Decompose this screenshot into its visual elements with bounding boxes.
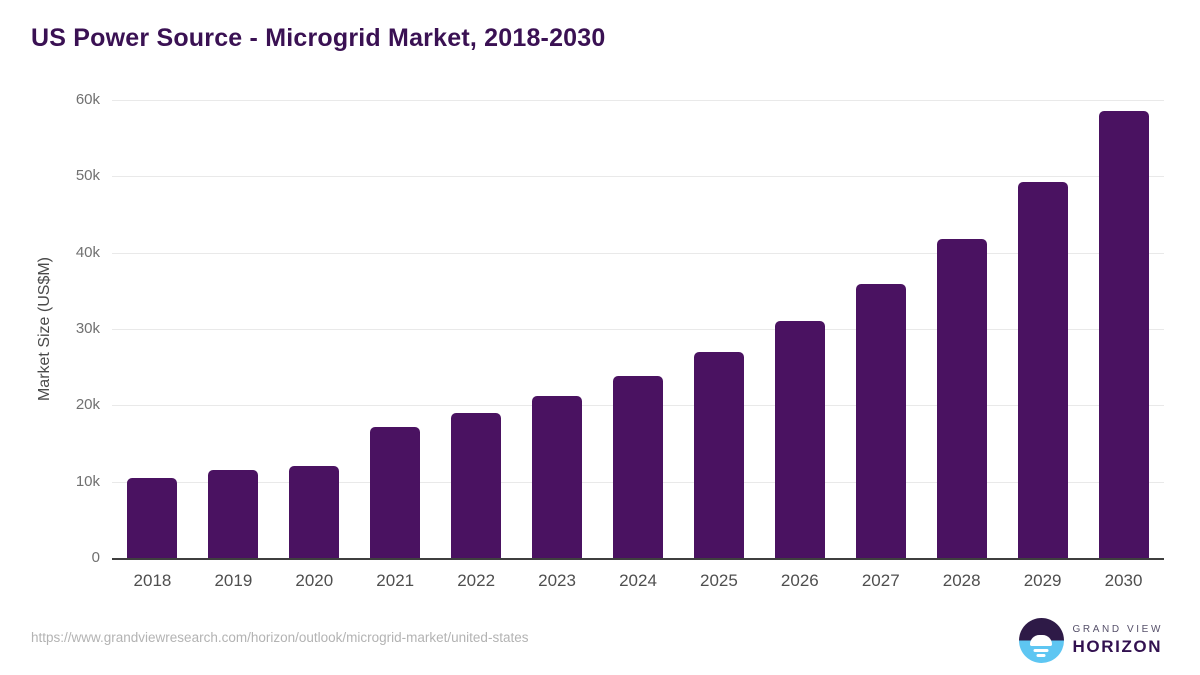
bar-2021	[370, 427, 421, 558]
gridline-60k	[112, 100, 1164, 101]
y-tick-label-40k: 40k	[75, 243, 100, 261]
x-tick-label-2020: 2020	[295, 571, 334, 590]
x-tick-label-2019: 2019	[214, 571, 253, 590]
logo-text-grand-view: GRAND VIEW	[1072, 624, 1163, 635]
brand-logo: GRAND VIEW HORIZON	[1018, 618, 1163, 663]
bar-2022	[451, 412, 502, 558]
source-url: https://www.grandviewresearch.com/horizo…	[31, 630, 529, 645]
bar-2027	[855, 283, 906, 558]
x-tick-label-2021: 2021	[376, 571, 415, 590]
x-tick-label-2026: 2026	[780, 571, 819, 590]
bar-2026	[774, 321, 825, 558]
logo-text-horizon: HORIZON	[1072, 637, 1163, 656]
y-tick-label-30k: 30k	[75, 320, 100, 337]
y-tick-label-10k: 10k	[75, 472, 100, 490]
x-tick-label-2028: 2028	[942, 571, 981, 590]
x-tick-label-2030: 2030	[1104, 571, 1143, 590]
x-tick-label-2018: 2018	[133, 571, 172, 590]
x-tick-label-2024: 2024	[619, 571, 657, 590]
logo-text: GRAND VIEW HORIZON	[1073, 624, 1163, 657]
x-tick-label-2027: 2027	[861, 571, 900, 590]
bar-2023	[532, 396, 583, 558]
sun-reflection-line	[1036, 654, 1046, 657]
x-tick-label-2025: 2025	[700, 571, 738, 590]
x-tick-label-2022: 2022	[457, 571, 496, 590]
y-tick-label-0: 0	[91, 549, 100, 566]
gridline-40k	[112, 252, 1164, 254]
x-tick-label-2023: 2023	[538, 571, 576, 590]
grand-view-horizon-logo-icon	[1018, 618, 1064, 663]
y-tick-label-20k: 20k	[75, 396, 100, 414]
x-tick-label-2029: 2029	[1023, 571, 1062, 590]
y-tick-label-50k: 50k	[75, 167, 100, 185]
bar-2029	[1017, 181, 1068, 558]
plot-area	[112, 100, 1164, 560]
sun-reflection-line	[1033, 648, 1049, 652]
y-tick-label-60k: 60k	[75, 91, 100, 108]
chart-title: US Power Source - Microgrid Market, 2018…	[31, 24, 606, 52]
gridline-50k	[112, 176, 1164, 178]
sun-dome-shape	[1030, 635, 1053, 646]
bar-2020	[289, 466, 340, 558]
bar-2025	[693, 351, 744, 558]
bar-2024	[613, 376, 663, 558]
bar-2030	[1098, 111, 1149, 558]
bar-2018	[127, 477, 178, 558]
bar-2028	[936, 238, 987, 558]
gridline-30k	[112, 329, 1164, 330]
bar-2019	[208, 470, 259, 558]
